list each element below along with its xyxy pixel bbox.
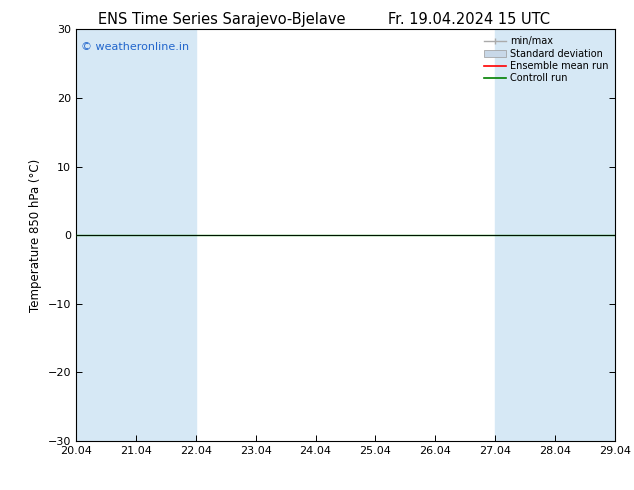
Bar (76, 29, 136, 441)
Bar (136, 29, 196, 441)
Legend: min/max, Standard deviation, Ensemble mean run, Controll run: min/max, Standard deviation, Ensemble me… (482, 34, 610, 85)
Bar (495, 29, 555, 441)
Y-axis label: Temperature 850 hPa (°C): Temperature 850 hPa (°C) (29, 159, 42, 312)
Text: Fr. 19.04.2024 15 UTC: Fr. 19.04.2024 15 UTC (388, 12, 550, 27)
Text: ENS Time Series Sarajevo-Bjelave: ENS Time Series Sarajevo-Bjelave (98, 12, 346, 27)
Text: © weatheronline.in: © weatheronline.in (81, 42, 190, 52)
Bar (555, 29, 615, 441)
